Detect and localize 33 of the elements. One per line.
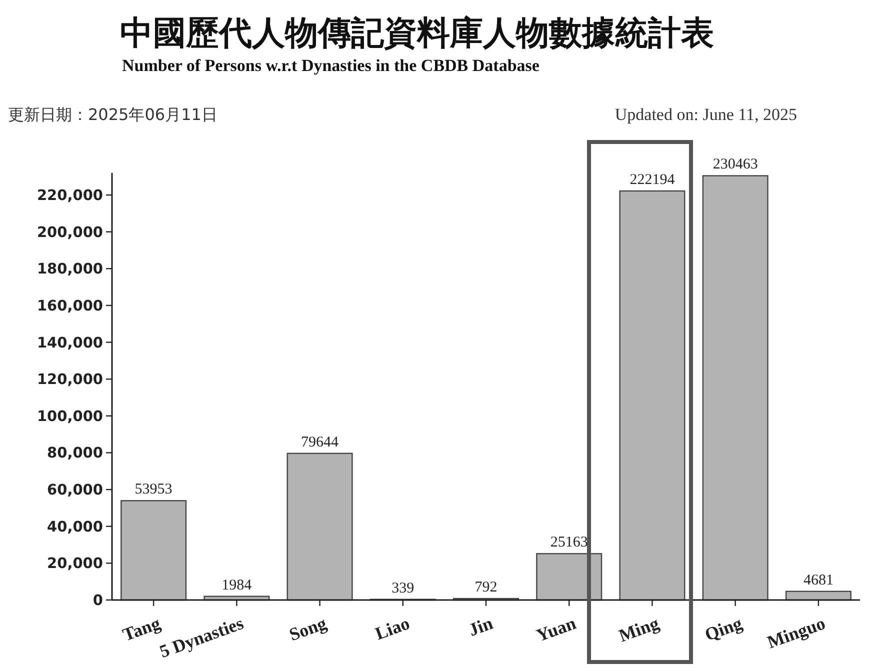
y-tick-label: 40,000: [47, 519, 103, 536]
x-tick-label: Qing: [702, 612, 745, 645]
chart-subtitle: Number of Persons w.r.t Dynasties in the CBDB Database: [122, 56, 540, 75]
x-tick-label: Yuan: [534, 612, 578, 646]
y-tick-label: 220,000: [36, 188, 103, 204]
text: 更新日期：2025年06月11日: [8, 105, 218, 124]
y-tick-label: 200,000: [36, 224, 103, 241]
y-tick-label: 160,000: [36, 298, 103, 314]
data-label: 1984: [222, 577, 252, 594]
x-tick-label: Liao: [372, 612, 412, 644]
data-label: 792: [474, 580, 498, 596]
y-tick-label: 120,000: [36, 372, 103, 388]
y-tick-label: 60,000: [47, 482, 103, 499]
data-label: 230463: [712, 156, 758, 173]
y-tick-label: 0: [92, 593, 103, 609]
x-tick-label: Jin: [466, 612, 496, 640]
y-tick-label: 80,000: [47, 446, 103, 462]
y-tick-label: 140,000: [36, 335, 103, 352]
y-tick-label: 20,000: [47, 556, 103, 572]
text: Updated on: June 11, 2025: [614, 105, 797, 124]
y-tick-label: 100,000: [36, 408, 103, 425]
x-tick-label: Minguo: [764, 612, 828, 652]
data-label: 4681: [803, 572, 834, 588]
x-tick-label: Ming: [616, 612, 662, 646]
data-label: 25163: [550, 534, 588, 551]
data-label: 339: [392, 580, 414, 596]
y-tick-label: 180,000: [36, 262, 103, 278]
x-tick-label: Song: [286, 612, 330, 645]
data-label: 53953: [134, 482, 172, 498]
x-tick-label: Tang: [120, 612, 163, 645]
data-label: 79644: [301, 434, 340, 450]
chart-title: 中國歷代人物傳記資料庫人物數據統計表: [120, 13, 714, 52]
data-label: 222194: [630, 172, 676, 188]
